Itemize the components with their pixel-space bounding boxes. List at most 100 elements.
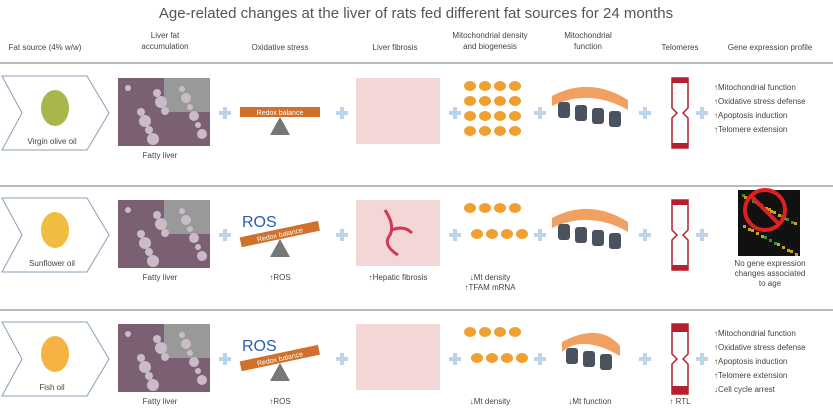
- array-spot: [761, 235, 764, 238]
- header-line: function: [574, 42, 602, 51]
- liver-caption: Fatty liver: [143, 273, 178, 282]
- plus-sign: [639, 353, 651, 365]
- mitochondrion: [509, 111, 521, 121]
- plus-sign: [639, 229, 651, 241]
- array-spot: [786, 218, 789, 221]
- plus-sign: [534, 353, 546, 365]
- chromosome: [671, 323, 689, 395]
- gene-note: No gene expression changes associated to a…: [734, 259, 805, 288]
- array-spot: [790, 250, 793, 253]
- fibrosis-caption: ↑Hepatic fibrosis: [369, 273, 428, 282]
- fat-droplet: [147, 379, 159, 391]
- chromosome: [671, 77, 689, 149]
- fulcrum: [270, 363, 290, 381]
- fat-droplet: [155, 96, 167, 108]
- array-spot: [791, 221, 794, 224]
- array-spot: [794, 222, 797, 225]
- mitochondrion: [509, 96, 521, 106]
- plus-sign: [696, 353, 708, 365]
- mitochondrion: [501, 353, 513, 363]
- fat-droplet: [155, 342, 167, 354]
- fat-droplet: [137, 354, 145, 362]
- membrane: [552, 208, 628, 232]
- no-sign: [743, 188, 787, 232]
- fat-droplet: [179, 86, 185, 92]
- column-header: Gene expression profile: [728, 43, 813, 52]
- array-spot: [795, 253, 798, 256]
- array-spot: [787, 249, 790, 252]
- mitochondrion: [464, 327, 476, 337]
- plus-sign: [449, 107, 461, 119]
- fat-droplet: [189, 111, 199, 121]
- array-spot: [782, 246, 785, 249]
- fat-droplet: [179, 332, 185, 338]
- complex: [575, 227, 587, 243]
- fat-droplet: [181, 339, 191, 349]
- fat-droplet: [187, 104, 193, 110]
- fat-source-icon: [41, 212, 69, 248]
- complex: [600, 354, 612, 370]
- liver-caption: Fatty liver: [143, 151, 178, 160]
- oxidative-caption: ↑ROS: [269, 397, 290, 406]
- telomere-bottom: [672, 386, 688, 394]
- fat-droplet: [139, 115, 151, 127]
- fibrosis-image: [356, 78, 440, 144]
- plus-sign: [534, 107, 546, 119]
- fat-droplet: [125, 331, 131, 337]
- mitochondrion: [509, 81, 521, 91]
- fat-droplet: [197, 251, 207, 261]
- mitochondrion: [494, 327, 506, 337]
- array-spot: [743, 225, 746, 228]
- mitochondrion: [479, 203, 491, 213]
- mitochondrion: [471, 229, 483, 239]
- ros-label: ROS: [242, 338, 277, 355]
- complex: [592, 230, 604, 246]
- plus-sign: [449, 229, 461, 241]
- fat-droplet: [125, 207, 131, 213]
- fat-droplet: [195, 122, 201, 128]
- note-line: changes associated: [735, 269, 806, 278]
- liver-caption: Fatty liver: [143, 397, 178, 406]
- chromosome: [671, 199, 689, 271]
- fulcrum: [270, 117, 290, 135]
- fat-source-icon: [41, 90, 69, 126]
- gene-item: ↑Mitochondrial function: [714, 83, 796, 92]
- title: Age-related changes at the liver of rats…: [159, 5, 673, 22]
- array-spot: [764, 236, 767, 239]
- note-line: No gene expression: [734, 259, 805, 268]
- telomere-top: [672, 324, 688, 332]
- header-line: and biogenesis: [463, 42, 517, 51]
- array-spot: [748, 228, 751, 231]
- fat-droplet: [145, 126, 153, 134]
- fat-droplet: [137, 230, 145, 238]
- mitochondrion: [479, 81, 491, 91]
- fat-source-label: Virgin olive oil: [27, 137, 76, 146]
- fat-droplet: [139, 237, 151, 249]
- fat-droplet: [137, 108, 145, 116]
- plus-sign: [696, 229, 708, 241]
- complex: [566, 348, 578, 364]
- no-sign-bar: [749, 194, 781, 226]
- plus-sign: [336, 107, 348, 119]
- mito-density-caption: ↑TFAM mRNA: [464, 283, 516, 292]
- mitochondrion: [479, 111, 491, 121]
- complex: [592, 108, 604, 124]
- array-spot: [751, 229, 754, 232]
- mitochondrion: [464, 126, 476, 136]
- mitochondrion: [509, 203, 521, 213]
- mitochondrion: [494, 126, 506, 136]
- array-spot: [774, 242, 777, 245]
- fat-source-icon: [41, 336, 69, 372]
- telomere-top: [672, 200, 688, 205]
- header-line: accumulation: [141, 42, 188, 51]
- oxidative-caption: ↑ROS: [269, 273, 290, 282]
- mitochondrion: [479, 126, 491, 136]
- mitochondrion: [486, 229, 498, 239]
- membrane: [552, 86, 628, 110]
- fulcrum: [270, 239, 290, 257]
- fat-source-label: Sunflower oil: [29, 259, 75, 268]
- column-header: Mitochondrial function: [564, 31, 612, 51]
- plus-sign: [639, 107, 651, 119]
- fat-droplet: [187, 226, 193, 232]
- array-spot: [770, 210, 773, 213]
